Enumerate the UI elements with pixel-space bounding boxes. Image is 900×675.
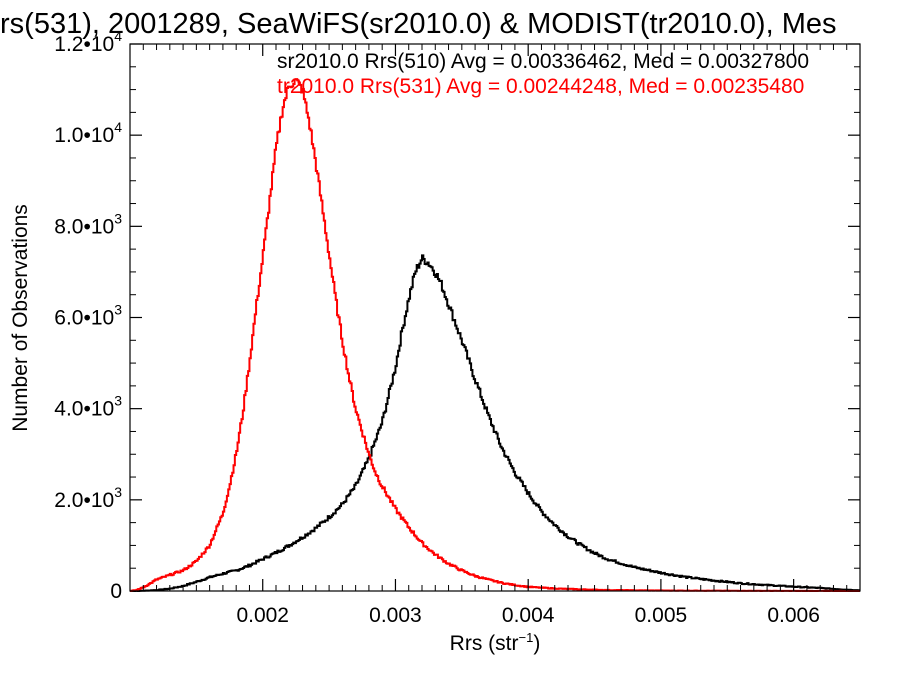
x-axis: 0.002 0.003 0.004 0.005 0.006 <box>142 44 848 627</box>
chart-title: rs(531), 2001289, SeaWiFS(sr2010.0) & MO… <box>0 8 836 40</box>
series-line-1 <box>130 78 860 592</box>
y-tick-label-3: 6.0•103 <box>54 302 122 330</box>
x-axis-title-exponent: −1 <box>519 630 534 645</box>
legend-entry-black: sr2010.0 Rrs(510) Avg = 0.00336462, Med … <box>277 50 809 73</box>
series-line-0 <box>130 254 860 592</box>
y-tick-label-0: 0 <box>110 580 122 603</box>
x-axis-title-main: Rrs (str <box>450 632 519 655</box>
y-axis-title: Number of Observations <box>9 204 32 432</box>
y-axis: 0 2.0•103 4.0•103 6.0•103 8.0•103 1.0•104 1.2•… <box>54 28 860 603</box>
y-tick-label-6: 1.2•104 <box>54 28 122 56</box>
x-tick-label-2: 0.004 <box>502 604 555 627</box>
y-tick-label-1: 2.0•103 <box>54 484 122 512</box>
x-axis-title: Rrs (str−1) <box>450 630 541 655</box>
x-tick-label-1: 0.003 <box>369 604 422 627</box>
x-axis-title-end: ) <box>533 632 540 655</box>
y-tick-label-2: 4.0•103 <box>54 393 122 421</box>
x-tick-label-3: 0.005 <box>635 604 688 627</box>
series-layer <box>130 78 860 592</box>
y-tick-label-4: 8.0•103 <box>54 210 122 238</box>
plot-frame <box>129 43 861 592</box>
legend-entry-red: tr2010.0 Rrs(531) Avg = 0.00244248, Med … <box>277 75 804 98</box>
x-tick-label-0: 0.002 <box>236 604 289 627</box>
y-tick-label-5: 1.0•104 <box>54 119 122 147</box>
x-tick-label-4: 0.006 <box>767 604 820 627</box>
